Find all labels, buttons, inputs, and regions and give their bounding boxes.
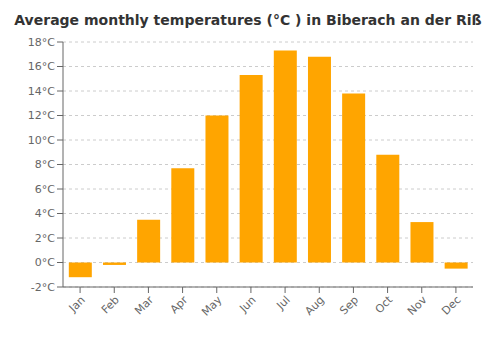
svg-text:Jun: Jun bbox=[237, 293, 259, 315]
svg-text:0°C: 0°C bbox=[35, 256, 55, 269]
svg-text:Apr: Apr bbox=[168, 293, 191, 316]
svg-text:Jul: Jul bbox=[273, 293, 292, 312]
svg-text:Nov: Nov bbox=[405, 293, 430, 318]
svg-text:16°C: 16°C bbox=[28, 60, 55, 73]
svg-text:Mar: Mar bbox=[132, 293, 156, 317]
svg-text:14°C: 14°C bbox=[28, 85, 55, 98]
svg-text:Sep: Sep bbox=[337, 293, 361, 317]
svg-text:Oct: Oct bbox=[373, 293, 396, 316]
svg-text:Jan: Jan bbox=[66, 293, 88, 315]
svg-text:12°C: 12°C bbox=[28, 109, 55, 122]
svg-text:2°C: 2°C bbox=[35, 232, 55, 245]
svg-text:-2°C: -2°C bbox=[31, 281, 55, 294]
svg-text:May: May bbox=[199, 293, 225, 319]
html-text:Average monthly temperatures (: Average monthly temperatures (°C ) in Bi… bbox=[14, 12, 482, 28]
svg-text:4°C: 4°C bbox=[35, 207, 55, 220]
svg-text:10°C: 10°C bbox=[28, 134, 55, 147]
svg-text:Feb: Feb bbox=[99, 293, 122, 316]
svg-text:6°C: 6°C bbox=[35, 183, 55, 196]
svg-text:8°C: 8°C bbox=[35, 158, 55, 171]
svg-text:Aug: Aug bbox=[303, 293, 327, 317]
svg-text:18°C: 18°C bbox=[28, 36, 55, 49]
svg-text:Dec: Dec bbox=[439, 293, 463, 317]
